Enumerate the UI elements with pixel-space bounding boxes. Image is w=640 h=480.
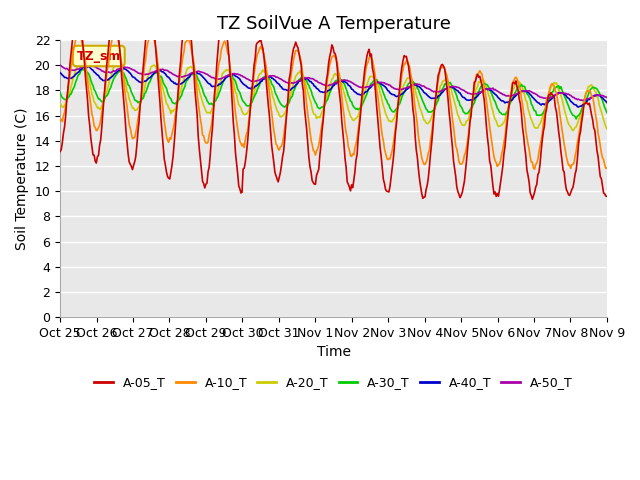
Legend: A-05_T, A-10_T, A-20_T, A-30_T, A-40_T, A-50_T: A-05_T, A-10_T, A-20_T, A-30_T, A-40_T, … <box>89 371 578 394</box>
X-axis label: Time: Time <box>317 346 351 360</box>
Y-axis label: Soil Temperature (C): Soil Temperature (C) <box>15 108 29 250</box>
Title: TZ SoilVue A Temperature: TZ SoilVue A Temperature <box>216 15 451 33</box>
Text: TZ_sm: TZ_sm <box>77 49 121 62</box>
